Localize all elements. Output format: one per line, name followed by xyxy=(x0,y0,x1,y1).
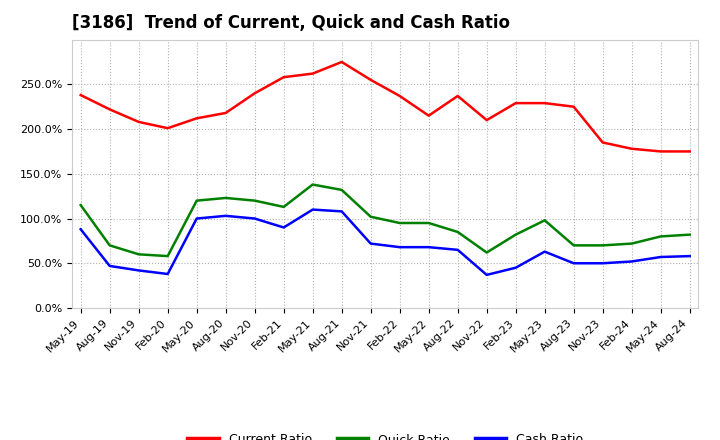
Cash Ratio xyxy=(338,209,346,214)
Current Ratio xyxy=(135,119,143,125)
Current Ratio xyxy=(570,104,578,109)
Cash Ratio xyxy=(424,245,433,250)
Current Ratio xyxy=(685,149,694,154)
Cash Ratio xyxy=(105,263,114,268)
Current Ratio xyxy=(598,140,607,145)
Legend: Current Ratio, Quick Ratio, Cash Ratio: Current Ratio, Quick Ratio, Cash Ratio xyxy=(181,427,590,440)
Current Ratio xyxy=(105,107,114,112)
Current Ratio xyxy=(192,116,201,121)
Quick Ratio xyxy=(657,234,665,239)
Current Ratio xyxy=(163,125,172,131)
Current Ratio xyxy=(338,59,346,65)
Cash Ratio xyxy=(482,272,491,278)
Cash Ratio xyxy=(657,254,665,260)
Quick Ratio xyxy=(308,182,317,187)
Quick Ratio xyxy=(395,220,404,226)
Cash Ratio xyxy=(192,216,201,221)
Current Ratio xyxy=(308,71,317,76)
Cash Ratio xyxy=(511,265,520,270)
Quick Ratio xyxy=(105,243,114,248)
Line: Cash Ratio: Cash Ratio xyxy=(81,209,690,275)
Quick Ratio xyxy=(685,232,694,237)
Current Ratio xyxy=(657,149,665,154)
Cash Ratio xyxy=(685,253,694,259)
Current Ratio xyxy=(541,100,549,106)
Quick Ratio xyxy=(338,187,346,193)
Current Ratio xyxy=(482,117,491,123)
Quick Ratio xyxy=(251,198,259,203)
Current Ratio xyxy=(424,113,433,118)
Quick Ratio xyxy=(76,202,85,208)
Quick Ratio xyxy=(279,204,288,209)
Quick Ratio xyxy=(541,218,549,223)
Cash Ratio xyxy=(135,268,143,273)
Current Ratio xyxy=(221,110,230,116)
Quick Ratio xyxy=(192,198,201,203)
Quick Ratio xyxy=(482,250,491,255)
Cash Ratio xyxy=(395,245,404,250)
Cash Ratio xyxy=(308,207,317,212)
Cash Ratio xyxy=(221,213,230,219)
Cash Ratio xyxy=(627,259,636,264)
Current Ratio xyxy=(251,91,259,96)
Cash Ratio xyxy=(454,247,462,253)
Quick Ratio xyxy=(511,232,520,237)
Cash Ratio xyxy=(598,260,607,266)
Quick Ratio xyxy=(454,229,462,235)
Line: Current Ratio: Current Ratio xyxy=(81,62,690,151)
Cash Ratio xyxy=(279,225,288,230)
Current Ratio xyxy=(511,100,520,106)
Quick Ratio xyxy=(598,243,607,248)
Current Ratio xyxy=(76,92,85,98)
Cash Ratio xyxy=(570,260,578,266)
Quick Ratio xyxy=(366,214,375,220)
Text: [3186]  Trend of Current, Quick and Cash Ratio: [3186] Trend of Current, Quick and Cash … xyxy=(72,15,510,33)
Current Ratio xyxy=(627,146,636,151)
Quick Ratio xyxy=(135,252,143,257)
Quick Ratio xyxy=(570,243,578,248)
Line: Quick Ratio: Quick Ratio xyxy=(81,184,690,256)
Cash Ratio xyxy=(251,216,259,221)
Cash Ratio xyxy=(76,227,85,232)
Cash Ratio xyxy=(366,241,375,246)
Current Ratio xyxy=(395,93,404,99)
Cash Ratio xyxy=(163,271,172,277)
Quick Ratio xyxy=(424,220,433,226)
Quick Ratio xyxy=(221,195,230,201)
Quick Ratio xyxy=(163,253,172,259)
Quick Ratio xyxy=(627,241,636,246)
Current Ratio xyxy=(454,93,462,99)
Cash Ratio xyxy=(541,249,549,254)
Current Ratio xyxy=(366,77,375,82)
Current Ratio xyxy=(279,74,288,80)
